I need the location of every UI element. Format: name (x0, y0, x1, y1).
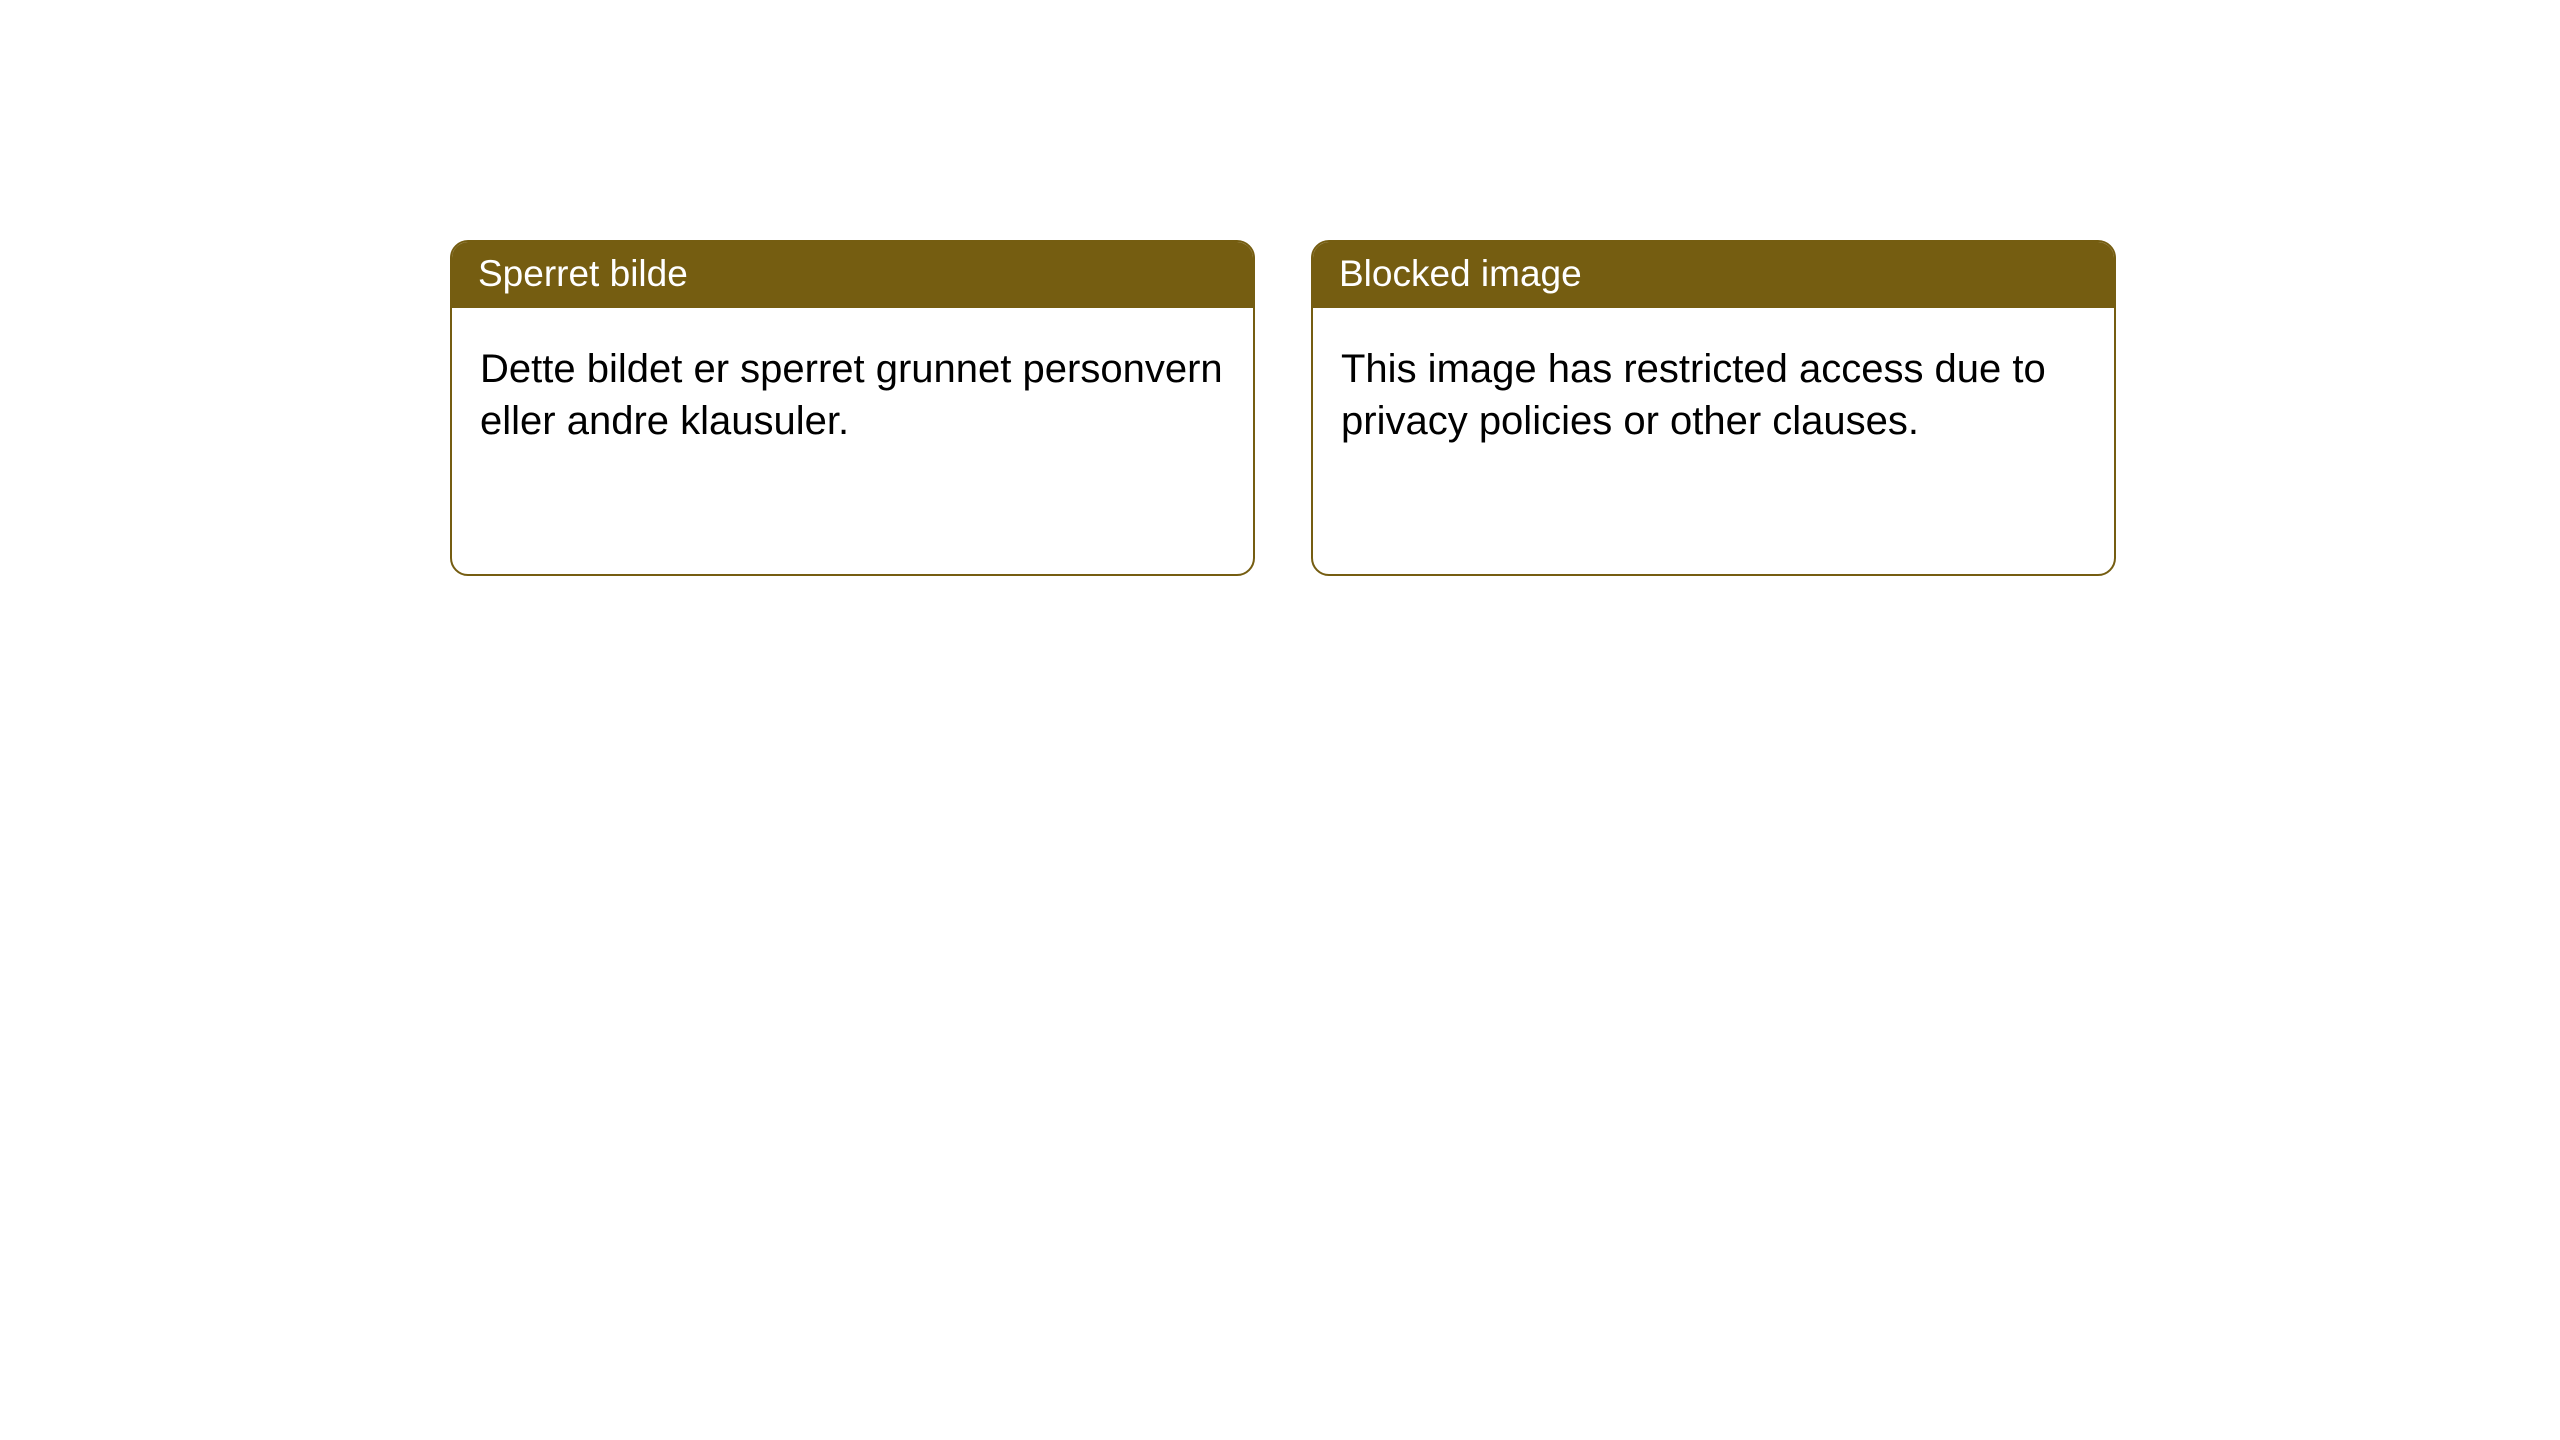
notice-header: Sperret bilde (452, 242, 1253, 308)
notice-body: This image has restricted access due to … (1313, 308, 2114, 482)
notice-box-english: Blocked image This image has restricted … (1311, 240, 2116, 576)
notice-box-norwegian: Sperret bilde Dette bildet er sperret gr… (450, 240, 1255, 576)
notice-body: Dette bildet er sperret grunnet personve… (452, 308, 1253, 482)
notice-header: Blocked image (1313, 242, 2114, 308)
notice-container: Sperret bilde Dette bildet er sperret gr… (0, 0, 2560, 576)
